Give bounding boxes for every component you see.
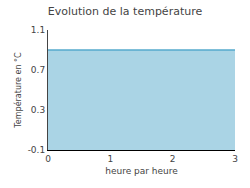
svg-text:0.3: 0.3 (31, 105, 45, 115)
svg-text:0: 0 (45, 154, 51, 164)
svg-text:Température en °C: Température en °C (13, 52, 23, 129)
svg-text:3: 3 (232, 154, 238, 164)
svg-text:0.7: 0.7 (31, 65, 45, 75)
svg-text:1: 1 (107, 154, 113, 164)
svg-text:2: 2 (170, 154, 176, 164)
svg-text:heure par heure: heure par heure (105, 166, 178, 176)
svg-text:Evolution de la température: Evolution de la température (48, 5, 203, 18)
svg-text:1.1: 1.1 (31, 25, 45, 35)
svg-text:-0.1: -0.1 (28, 145, 46, 155)
